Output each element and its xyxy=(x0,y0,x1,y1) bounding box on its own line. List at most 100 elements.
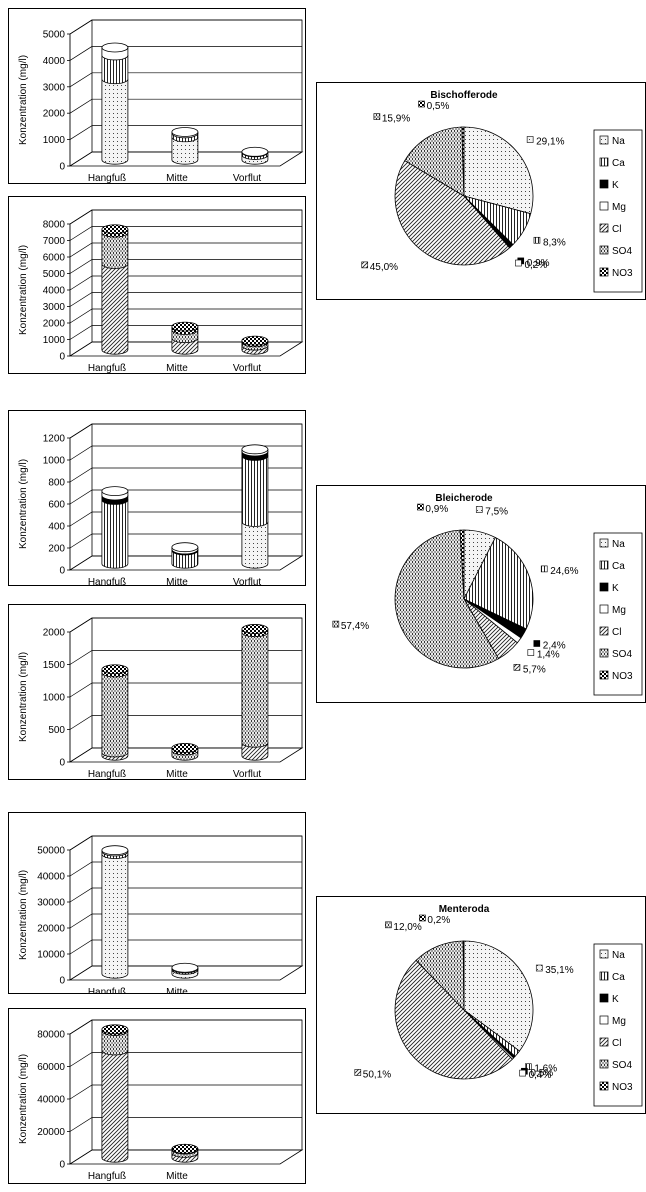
pie-label: 2,4% xyxy=(533,640,566,652)
gridline xyxy=(69,325,302,340)
x-tick-label: Mitte xyxy=(166,769,188,780)
gridline xyxy=(69,617,302,633)
y-tick-label: 3000 xyxy=(43,302,66,313)
bar-stack xyxy=(241,335,269,355)
bar-cap xyxy=(241,624,269,634)
pie-slice-so4 xyxy=(394,529,500,669)
x-tick-label: Hangfuß xyxy=(88,1171,126,1182)
bar-segment-ca xyxy=(241,455,269,527)
legend-label: Ca xyxy=(612,972,625,983)
pie-label: 57,4% xyxy=(332,620,369,632)
y-tick-label: 0 xyxy=(59,1160,65,1171)
y-tick-label: 30000 xyxy=(37,898,65,909)
pie-value-label: 45,0% xyxy=(370,262,398,273)
x-tick-label: Hangfuß xyxy=(88,363,126,374)
y-axis-label: Konzentration (mg/l) xyxy=(18,55,29,145)
bar-segment-na xyxy=(241,521,269,569)
bar-cap xyxy=(171,542,199,553)
bar-stack xyxy=(171,542,199,569)
x-tick-label: Mitte xyxy=(166,173,188,184)
y-tick-label: 20000 xyxy=(37,924,65,935)
gridline xyxy=(69,511,302,527)
bar-stack xyxy=(101,845,129,979)
bar-stack xyxy=(241,146,269,165)
x-tick-label: Vorflut xyxy=(233,577,262,586)
pie-label: 15,9% xyxy=(373,113,410,125)
y-tick-label: 0 xyxy=(59,758,65,769)
y-tick-label: 1000 xyxy=(43,456,66,467)
pie-value-label: 5,7% xyxy=(523,664,546,675)
pie-slice-cl xyxy=(394,959,513,1080)
bar-segment-na xyxy=(171,136,199,165)
legend-swatch-k xyxy=(599,582,609,592)
y-tick-label: 40000 xyxy=(37,1095,65,1106)
legend-label: NO3 xyxy=(612,268,633,279)
bar-stack xyxy=(171,321,199,355)
x-tick-label: Hangfuß xyxy=(88,577,126,586)
y-tick-label: 20000 xyxy=(37,1127,65,1138)
pie-value-label: 12,0% xyxy=(393,922,421,933)
bar-cap xyxy=(101,224,129,235)
pie-label-swatch xyxy=(361,261,369,269)
bar-cap xyxy=(241,335,269,346)
bar-stack xyxy=(241,444,269,569)
y-tick-label: 50000 xyxy=(37,846,65,857)
pie-label-swatch xyxy=(417,503,424,511)
pie-label-swatch xyxy=(513,664,521,671)
gridline xyxy=(69,125,302,140)
gridline xyxy=(69,209,302,225)
pie-slice-no3 xyxy=(462,940,465,1011)
gridline xyxy=(69,489,302,505)
y-tick-label: 0 xyxy=(59,976,65,987)
bar-stack xyxy=(171,962,199,979)
bar-chart-0: 0 1000 2000 3000 4000 5000 Konzentration (mg/l… xyxy=(8,8,306,184)
pie-chart-5: Bleicherode 7,5% 24,6% 2,4%1,4% 5,7% 57,4% 0,9… xyxy=(316,485,646,703)
legend-swatch-cl xyxy=(599,626,609,636)
legend-swatch-mg xyxy=(599,201,609,211)
gridline xyxy=(69,242,302,258)
y-tick-label: 0 xyxy=(59,352,65,363)
y-tick-label: 2000 xyxy=(43,109,66,120)
legend-swatch-so4 xyxy=(599,245,609,255)
pie-label-swatch xyxy=(419,914,426,922)
legend-swatch-na xyxy=(599,538,609,548)
y-tick-label: 1500 xyxy=(43,660,66,671)
bar-segment-so4 xyxy=(101,232,129,269)
bar-cap xyxy=(241,146,269,157)
pie-label: 29,1% xyxy=(526,136,565,148)
bar-segment-na xyxy=(101,853,129,979)
legend-label: Mg xyxy=(612,1016,626,1027)
y-tick-label: 10000 xyxy=(37,950,65,961)
pie-label: 0,4% xyxy=(519,1069,552,1081)
pie-label: 24,6% xyxy=(540,565,579,577)
legend xyxy=(593,943,643,1107)
pie-value-label: 0,2% xyxy=(524,260,547,271)
bar-stack xyxy=(241,624,269,761)
legend-label: Na xyxy=(612,539,625,550)
bar-cap xyxy=(171,1143,199,1154)
x-tick-label: Mitte xyxy=(166,1171,188,1182)
legend-swatch-na xyxy=(599,949,609,959)
y-tick-label: 500 xyxy=(48,725,65,736)
x-tick-label: Mitte xyxy=(166,363,188,374)
y-tick-label: 7000 xyxy=(43,236,66,247)
bar-stack xyxy=(101,664,129,761)
y-axis-label: Konzentration (mg/l) xyxy=(18,245,29,335)
x-tick-label: Hangfuß xyxy=(88,769,126,780)
gridline xyxy=(69,1052,302,1067)
x-tick-label: Vorflut xyxy=(233,769,262,780)
gridline xyxy=(69,939,302,955)
y-tick-label: 60000 xyxy=(37,1062,65,1073)
bar-stack xyxy=(101,224,129,355)
x-tick-label: Hangfuß xyxy=(88,987,126,994)
legend-label: K xyxy=(612,994,619,1005)
bar-stack xyxy=(101,486,129,569)
gridline xyxy=(69,1149,302,1165)
pie-label-swatch xyxy=(519,1069,526,1077)
pie-label-swatch xyxy=(385,921,392,929)
legend-swatch-no3 xyxy=(599,670,609,680)
bar-stack xyxy=(101,1024,129,1163)
y-tick-label: 40000 xyxy=(37,872,65,883)
y-tick-label: 0 xyxy=(59,566,65,577)
bar-chart-1: 0 1000 2000 3000 4000 5000 6000 7000 8000 Konzent… xyxy=(8,196,306,374)
